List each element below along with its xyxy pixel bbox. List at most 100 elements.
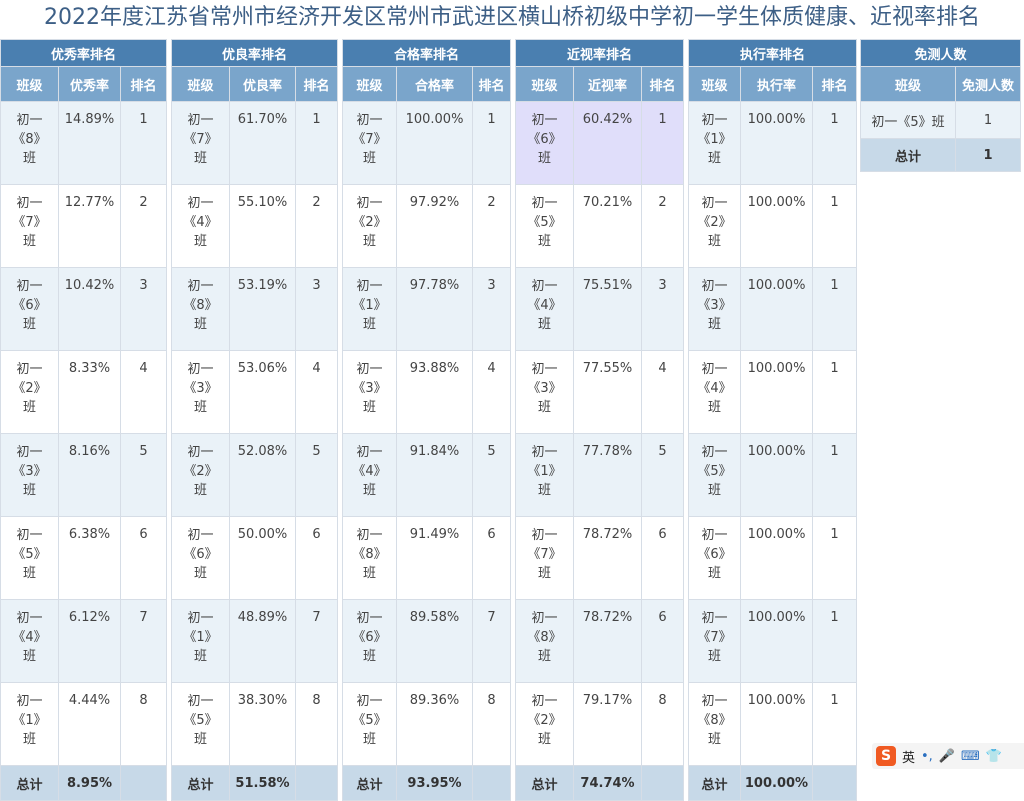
class-grade: 初一 [187, 611, 214, 626]
class-cell: 初一 《1》班 [688, 101, 741, 185]
table-row: 初一 《3》班 8.16% 5 [0, 433, 168, 517]
exempt-count: 1 [954, 101, 1022, 139]
table-row: 初一 《8》班 14.89% 1 [0, 101, 168, 185]
class-suffix: 班 [707, 649, 721, 664]
class-number: 《3》 [12, 464, 47, 479]
rank-cell: 4 [640, 350, 685, 434]
rank-cell: 6 [119, 516, 168, 600]
class-suffix: 班 [22, 483, 36, 498]
total-value: 51.58% [229, 765, 296, 801]
value-cell: 100.00% [396, 101, 473, 185]
table-row: 初一 《1》班 100.00% 1 [688, 101, 858, 185]
class-grade: 初一 [701, 196, 728, 211]
table-row: 初一 《5》班 100.00% 1 [688, 433, 858, 517]
exempt-col-class: 班级 [860, 66, 956, 102]
table-row: 初一 《1》班 97.78% 3 [342, 267, 512, 351]
value-cell: 89.36% [396, 682, 473, 766]
class-cell: 初一 《4》班 [688, 350, 741, 434]
class-cell: 初一 《8》班 [342, 516, 397, 600]
class-grade: 初一 [701, 362, 728, 377]
value-cell: 6.38% [58, 516, 121, 600]
class-number: 《5》 [183, 713, 218, 728]
class-grade: 初一 [16, 196, 43, 211]
class-suffix: 班 [537, 649, 551, 664]
execution-rate-table: 执行率排名 班级 执行率 排名 初一 《1》班 100.00% 1 初一 《2》班 100.00% 1… [687, 39, 858, 801]
value-cell: 4.44% [58, 682, 121, 766]
class-grade: 初一 [187, 113, 214, 128]
class-grade: 初一 [356, 279, 383, 294]
ime-toolbar[interactable]: S 英 •, 🎤 ⌨ 👕 [872, 743, 1024, 769]
col-header-value: 合格率 [396, 66, 473, 102]
microphone-icon[interactable]: 🎤 [938, 748, 956, 764]
class-suffix: 班 [707, 234, 721, 249]
table-row: 初一 《3》班 77.55% 4 [515, 350, 685, 434]
class-grade: 初一 [16, 113, 43, 128]
page-title: 2022年度江苏省常州市经济开发区常州市武进区横山桥初级中学初一学生体质健康、近… [44, 5, 980, 30]
class-number: 《8》 [183, 298, 218, 313]
total-row: 总计 100.00% [688, 765, 858, 801]
table-row: 初一 《6》班 50.00% 6 [171, 516, 339, 600]
class-cell: 初一 《5》班 [688, 433, 741, 517]
value-cell: 91.84% [396, 433, 473, 517]
total-rank [640, 765, 685, 801]
rank-cell: 2 [119, 184, 168, 268]
value-cell: 97.92% [396, 184, 473, 268]
total-label: 总计 [0, 765, 59, 801]
rank-cell: 1 [294, 101, 339, 185]
value-cell: 91.49% [396, 516, 473, 600]
table-row: 初一 《1》班 77.78% 5 [515, 433, 685, 517]
class-number: 《4》 [352, 464, 387, 479]
class-suffix: 班 [537, 732, 551, 747]
class-suffix: 班 [22, 732, 36, 747]
class-grade: 初一 [356, 362, 383, 377]
punctuation-icon[interactable]: •, [921, 748, 933, 764]
class-suffix: 班 [537, 566, 551, 581]
class-grade: 初一 [187, 279, 214, 294]
class-grade: 初一 [356, 528, 383, 543]
class-grade: 初一 [531, 279, 558, 294]
table-row: 初一 《7》班 61.70% 1 [171, 101, 339, 185]
table-row: 初一 《2》班 52.08% 5 [171, 433, 339, 517]
rank-cell: 1 [811, 101, 858, 185]
table-row: 初一 《1》班 48.89% 7 [171, 599, 339, 683]
class-grade: 初一 [356, 196, 383, 211]
class-cell: 初一 《5》班 [515, 184, 574, 268]
col-header-value: 优秀率 [58, 66, 121, 102]
class-suffix: 班 [707, 566, 721, 581]
total-value: 8.95% [58, 765, 121, 801]
table-row: 初一 《7》班 100.00% 1 [688, 599, 858, 683]
class-grade: 初一 [531, 362, 558, 377]
rank-cell: 5 [294, 433, 339, 517]
value-cell: 97.78% [396, 267, 473, 351]
value-cell: 14.89% [58, 101, 121, 185]
total-value: 100.00% [740, 765, 813, 801]
class-grade: 初一 [701, 113, 728, 128]
class-number: 《6》 [352, 630, 387, 645]
class-suffix: 班 [193, 649, 207, 664]
rank-cell: 1 [811, 433, 858, 517]
value-cell: 8.16% [58, 433, 121, 517]
class-cell: 初一 《7》班 [688, 599, 741, 683]
class-number: 《4》 [527, 298, 562, 313]
value-cell: 48.89% [229, 599, 296, 683]
skin-icon[interactable]: 👕 [985, 748, 1002, 764]
keyboard-icon[interactable]: ⌨ [961, 748, 980, 764]
class-cell: 初一 《2》班 [0, 350, 59, 434]
table-row: 初一 《5》班 89.36% 8 [342, 682, 512, 766]
class-cell: 初一 《6》班 [688, 516, 741, 600]
sogou-logo-icon[interactable]: S [876, 746, 896, 766]
rank-cell: 1 [811, 350, 858, 434]
class-cell: 初一 《2》班 [688, 184, 741, 268]
ime-language-toggle[interactable]: 英 [902, 750, 916, 766]
class-cell: 初一 《8》班 [515, 599, 574, 683]
table-row: 初一 《4》班 6.12% 7 [0, 599, 168, 683]
section-title: 近视率排名 [514, 39, 685, 67]
class-suffix: 班 [193, 234, 207, 249]
class-suffix: 班 [193, 566, 207, 581]
table-row: 初一 《8》班 53.19% 3 [171, 267, 339, 351]
value-cell: 8.33% [58, 350, 121, 434]
rank-cell: 6 [294, 516, 339, 600]
class-cell: 初一 《7》班 [515, 516, 574, 600]
class-suffix: 班 [537, 151, 551, 166]
class-suffix: 班 [537, 317, 551, 332]
